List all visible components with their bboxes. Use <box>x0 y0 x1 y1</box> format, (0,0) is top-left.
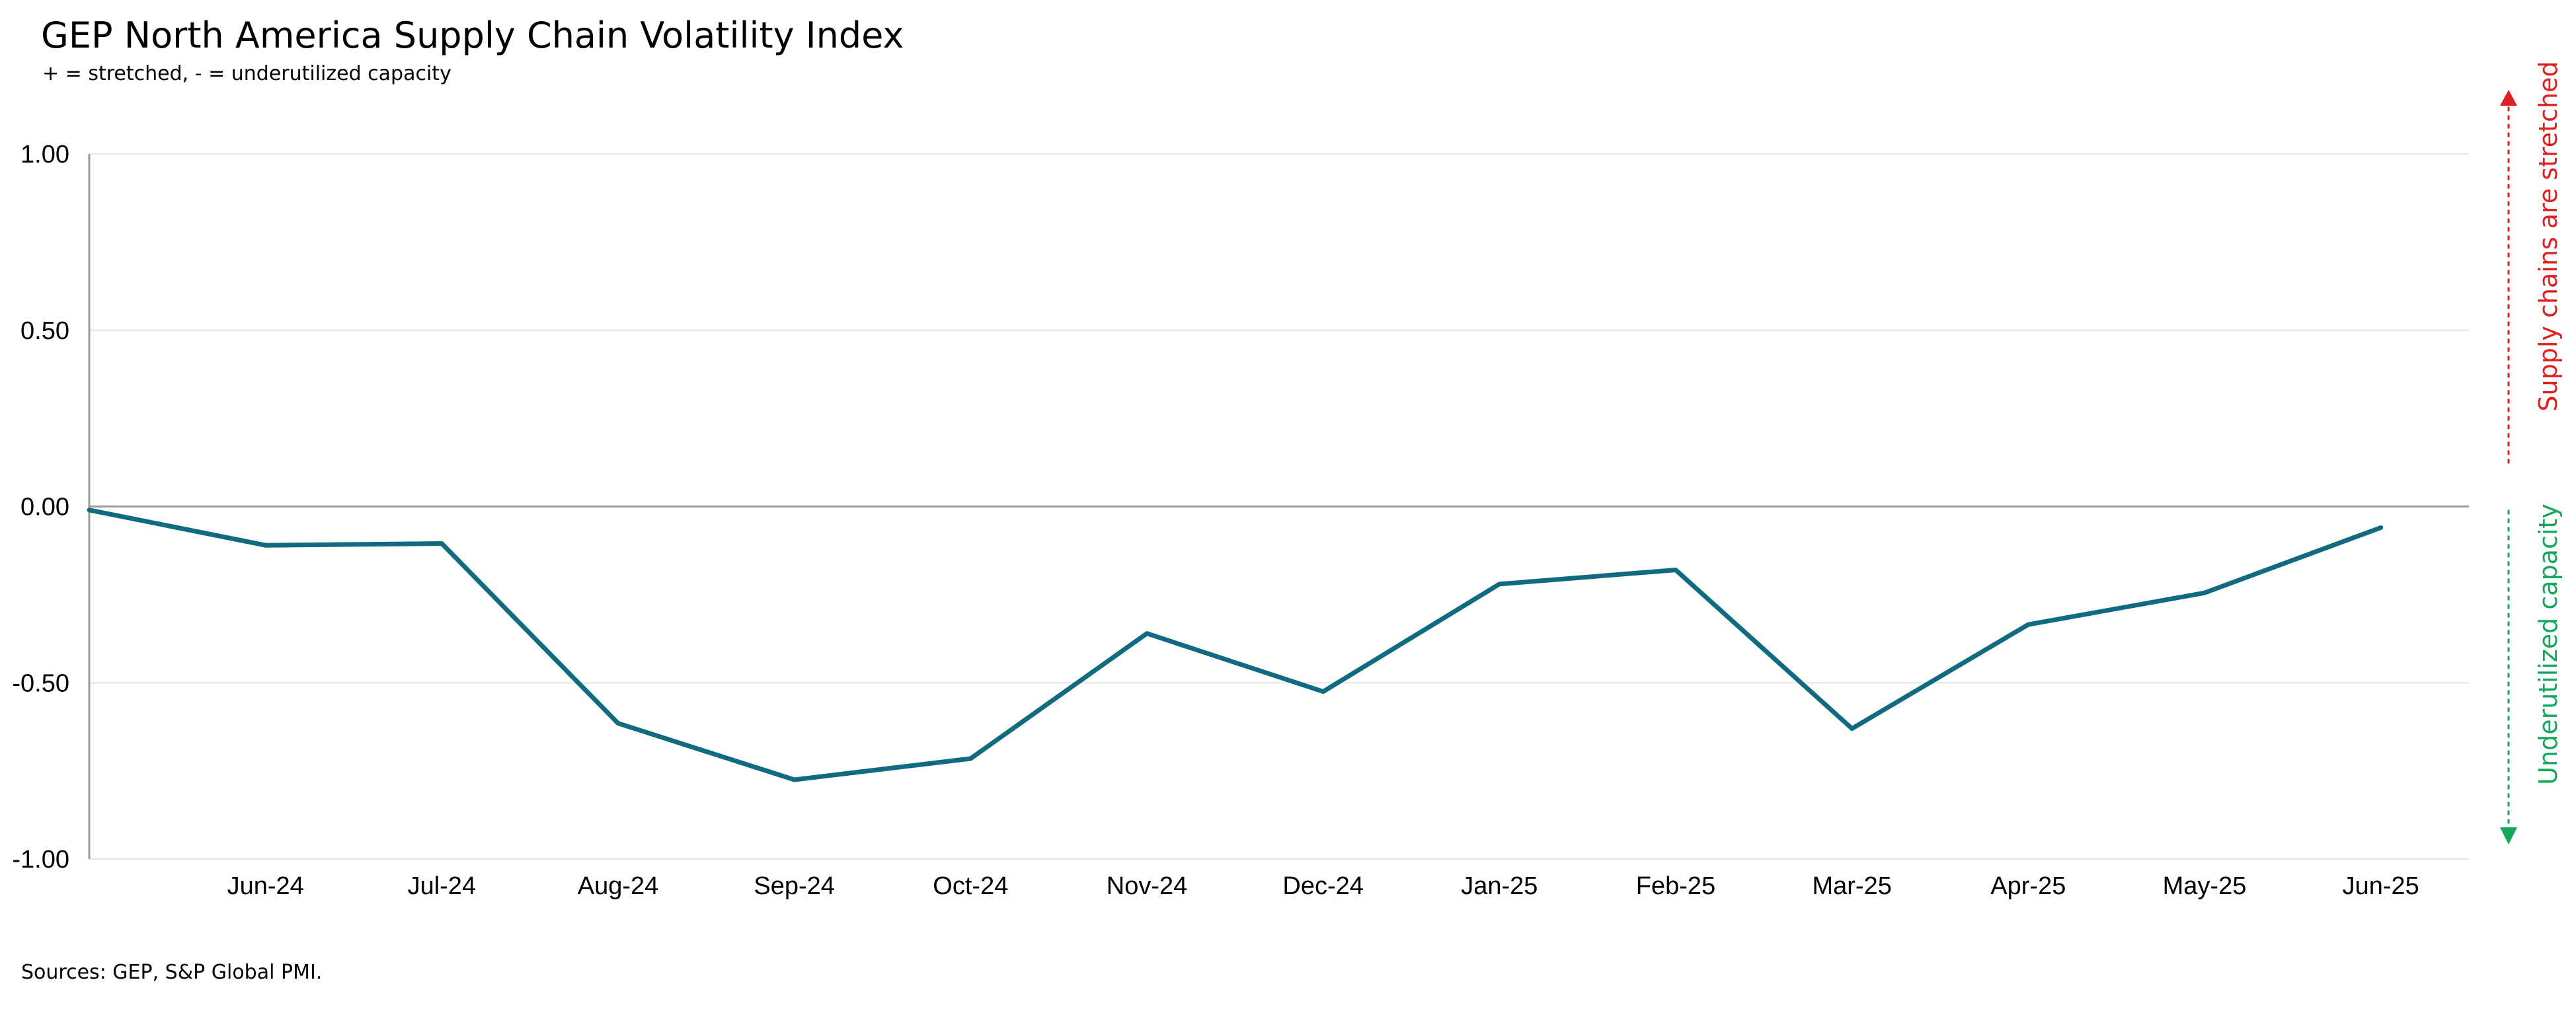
direction-annotations: Supply chains are stretched Underutilize… <box>2500 61 2563 844</box>
chart-title: GEP North America Supply Chain Volatilit… <box>41 15 904 56</box>
source-note: Sources: GEP, S&P Global PMI. <box>21 961 323 984</box>
data-point <box>264 544 266 546</box>
y-tick-label: 1.00 <box>20 141 69 169</box>
down-arrow-icon <box>2500 827 2517 844</box>
x-tick-label: Oct-24 <box>933 872 1008 900</box>
data-point <box>1322 691 1324 693</box>
data-point <box>2027 624 2029 626</box>
x-tick-label: Sep-24 <box>754 872 835 900</box>
data-point <box>2204 592 2205 594</box>
annotation-stretched: Supply chains are stretched <box>2534 61 2563 411</box>
x-tick-label: Jul-24 <box>408 872 477 900</box>
series-line <box>87 507 2384 782</box>
y-tick-label: 0.50 <box>20 317 69 345</box>
data-point <box>1499 583 1501 585</box>
series-volatility-index <box>87 507 2384 782</box>
data-point <box>793 778 795 780</box>
x-tick-label: Apr-25 <box>1990 872 2066 900</box>
x-tick-label: Dec-24 <box>1282 872 1364 900</box>
data-point <box>1146 632 1148 634</box>
x-tick-label: Jan-25 <box>1461 872 1538 900</box>
gridlines <box>89 153 2469 860</box>
annotation-underutilized: Underutilized capacity <box>2534 504 2563 785</box>
data-point <box>89 509 90 511</box>
data-point <box>441 543 443 544</box>
x-tick-label: Mar-25 <box>1812 872 1891 900</box>
y-tick-label: 0.00 <box>20 494 69 521</box>
x-tick-label: May-25 <box>2163 872 2247 900</box>
data-point <box>1675 569 1676 571</box>
data-point <box>617 722 619 724</box>
y-tick-label: -1.00 <box>12 846 69 874</box>
x-tick-label: Feb-25 <box>1636 872 1715 900</box>
chart-subtitle: + = stretched, - = underutilized capacit… <box>42 62 451 85</box>
data-point <box>970 757 972 759</box>
x-tick-label: Aug-24 <box>578 872 659 900</box>
x-tick-label: Nov-24 <box>1107 872 1188 900</box>
x-tick-label: Jun-24 <box>227 872 304 900</box>
up-arrow-icon <box>2500 90 2517 106</box>
x-tick-label: Jun-25 <box>2343 872 2419 900</box>
data-point <box>1851 728 1853 730</box>
y-tick-label: -0.50 <box>12 669 69 697</box>
x-tick-labels: Jun-24 Jul-24 Aug-24 Sep-24 Oct-24 Nov-24 Dec-… <box>227 872 2419 900</box>
data-point <box>2380 527 2382 529</box>
y-tick-labels: 1.00 0.50 0.00 -0.50 -1.00 <box>12 141 69 874</box>
